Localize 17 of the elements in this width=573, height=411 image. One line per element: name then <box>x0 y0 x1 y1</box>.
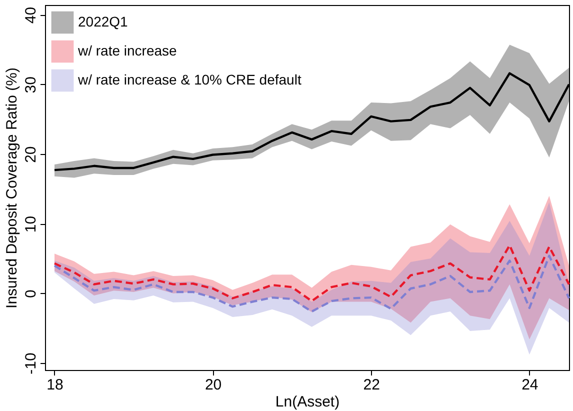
x-tick-label: 20 <box>204 376 222 394</box>
legend-label: 2022Q1 <box>78 14 128 30</box>
y-axis-title: Insured Deposit Coverage Ratio (%) <box>4 68 20 308</box>
legend-label: w/ rate increase <box>77 42 178 58</box>
x-tick-label: 18 <box>46 376 64 394</box>
y-tick-label: 20 <box>22 146 40 163</box>
x-tick-label: 22 <box>363 376 380 394</box>
y-tick-label: 30 <box>22 76 40 94</box>
y-tick-label: -10 <box>22 352 40 374</box>
line-series <box>53 244 570 302</box>
y-tick-label: 10 <box>22 216 40 233</box>
legend-label: w/ rate increase & 10% CRE default <box>77 72 302 88</box>
y-tick-label: 40 <box>22 6 40 24</box>
line-series <box>53 254 570 313</box>
x-tick-label: 24 <box>522 376 538 394</box>
y-tick-label: 0 <box>22 290 40 298</box>
x-axis-title: Ln(Asset) <box>275 394 340 410</box>
